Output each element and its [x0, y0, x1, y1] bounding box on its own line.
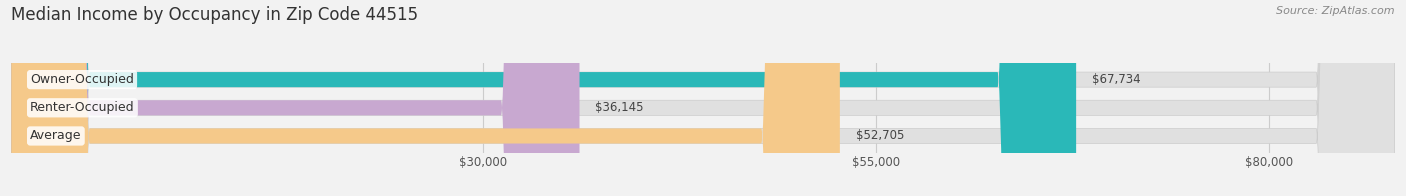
FancyBboxPatch shape: [11, 0, 1395, 196]
Text: Source: ZipAtlas.com: Source: ZipAtlas.com: [1277, 6, 1395, 16]
Text: $52,705: $52,705: [856, 130, 904, 142]
Text: Renter-Occupied: Renter-Occupied: [30, 101, 135, 114]
Text: Owner-Occupied: Owner-Occupied: [30, 73, 134, 86]
FancyBboxPatch shape: [11, 0, 1076, 196]
FancyBboxPatch shape: [11, 0, 1395, 196]
Text: $36,145: $36,145: [595, 101, 644, 114]
FancyBboxPatch shape: [11, 0, 579, 196]
Text: Median Income by Occupancy in Zip Code 44515: Median Income by Occupancy in Zip Code 4…: [11, 6, 419, 24]
FancyBboxPatch shape: [11, 0, 839, 196]
FancyBboxPatch shape: [11, 0, 1395, 196]
Text: $67,734: $67,734: [1092, 73, 1140, 86]
Text: Average: Average: [30, 130, 82, 142]
